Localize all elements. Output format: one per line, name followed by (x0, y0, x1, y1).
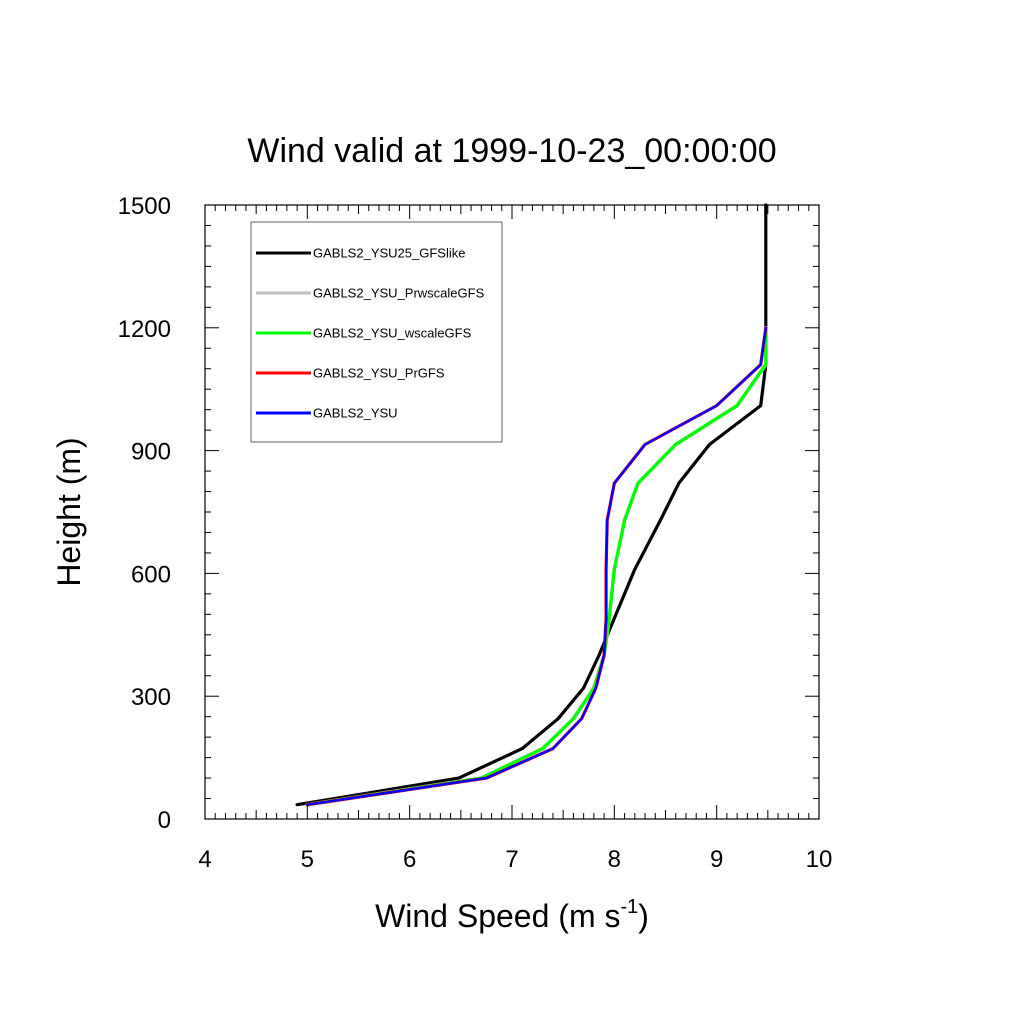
legend-label: GABLS2_YSU (313, 406, 398, 421)
legend-label: GABLS2_YSU_PrwscaleGFS (313, 286, 485, 301)
plot-area (295, 203, 768, 807)
x-axis-label-end: ) (638, 898, 649, 934)
x-axis-label-superscript: -1 (620, 896, 638, 918)
x-tick-label: 5 (301, 846, 314, 873)
series-line-gabls2-ysu (306, 326, 767, 806)
y-axis-label: Height (m) (51, 437, 87, 586)
chart-title: Wind valid at 1999-10-23_00:00:00 (247, 132, 776, 170)
x-tick-label: 8 (608, 846, 621, 873)
legend: GABLS2_YSU25_GFSlike GABLS2_YSU_PrwscaleG… (250, 221, 503, 443)
series-line-gabls2-ysu25-gfslike (295, 203, 768, 807)
y-tick-label: 1500 (118, 193, 171, 220)
x-tick-label: 10 (806, 846, 833, 873)
x-tick-label: 7 (505, 846, 518, 873)
legend-label: GABLS2_YSU_wscaleGFS (313, 326, 472, 341)
y-tick-label: 300 (131, 684, 171, 711)
tick-labels: 4 5 6 7 8 9 10 0 300 600 900 1200 1500 (118, 193, 833, 873)
y-tick-label: 900 (131, 439, 171, 466)
x-tick-label: 9 (710, 846, 723, 873)
y-tick-label: 1200 (118, 316, 171, 343)
axes (204, 204, 820, 820)
x-axis-label-main: Wind Speed (m s (375, 898, 620, 934)
y-tick-label: 0 (158, 807, 171, 834)
y-tick-label: 600 (131, 561, 171, 588)
legend-label: GABLS2_YSU25_GFSlike (313, 246, 465, 261)
x-tick-label: 6 (403, 846, 416, 873)
x-tick-label: 4 (198, 846, 211, 873)
x-axis-label: Wind Speed (m s-1) (375, 896, 649, 934)
series-line-gabls2-ysu-wscalegfs (305, 326, 768, 807)
legend-label: GABLS2_YSU_PrGFS (313, 366, 445, 381)
